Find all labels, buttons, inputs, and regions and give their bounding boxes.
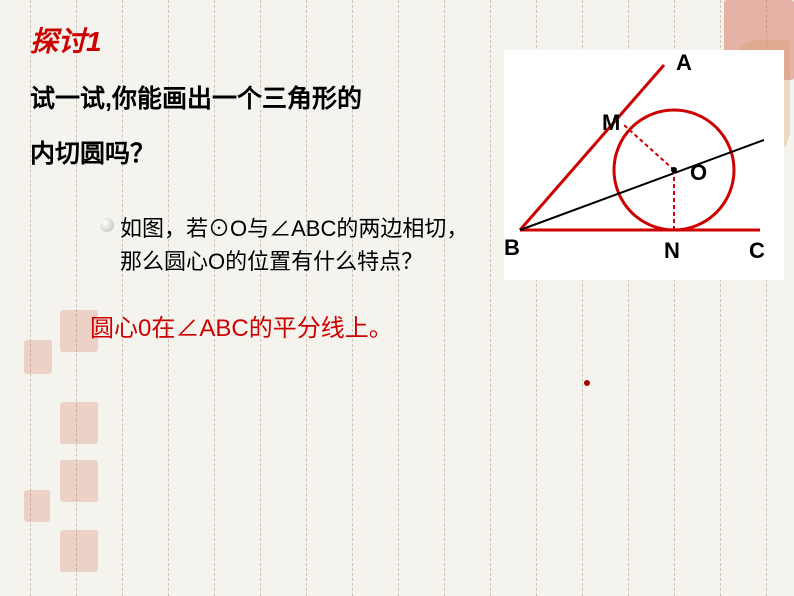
label-N: N <box>664 238 680 263</box>
center-point <box>671 167 677 173</box>
label-M: M <box>602 110 620 135</box>
question-block: 如图，若⊙O与∠ABC的两边相切，那么圆心O的位置有什么特点？ <box>30 212 490 278</box>
label-B: B <box>504 235 520 260</box>
body-line-1: 试一试,你能画出一个三角形的 <box>30 72 490 127</box>
red-dot-marker <box>584 380 590 386</box>
decorative-seal <box>60 530 98 572</box>
label-C: C <box>749 238 765 263</box>
question-text: 如图，若⊙O与∠ABC的两边相切，那么圆心O的位置有什么特点？ <box>120 212 490 278</box>
content-area: 探讨1 试一试,你能画出一个三角形的 内切圆吗？ 如图，若⊙O与∠ABC的两边相… <box>0 0 520 363</box>
geometry-diagram: A B C M N O <box>504 50 784 280</box>
label-A: A <box>676 50 692 75</box>
decorative-seal <box>24 490 50 522</box>
decorative-seal <box>60 460 98 502</box>
body-line-2: 内切圆吗？ <box>30 127 490 182</box>
slide-title: 探讨1 <box>30 20 490 60</box>
answer-text: 圆心0在∠ABC的平分线上。 <box>30 308 490 343</box>
diagram-background <box>504 50 784 280</box>
decorative-seal <box>60 402 98 444</box>
label-O: O <box>690 160 707 185</box>
bullet-icon <box>100 218 114 232</box>
